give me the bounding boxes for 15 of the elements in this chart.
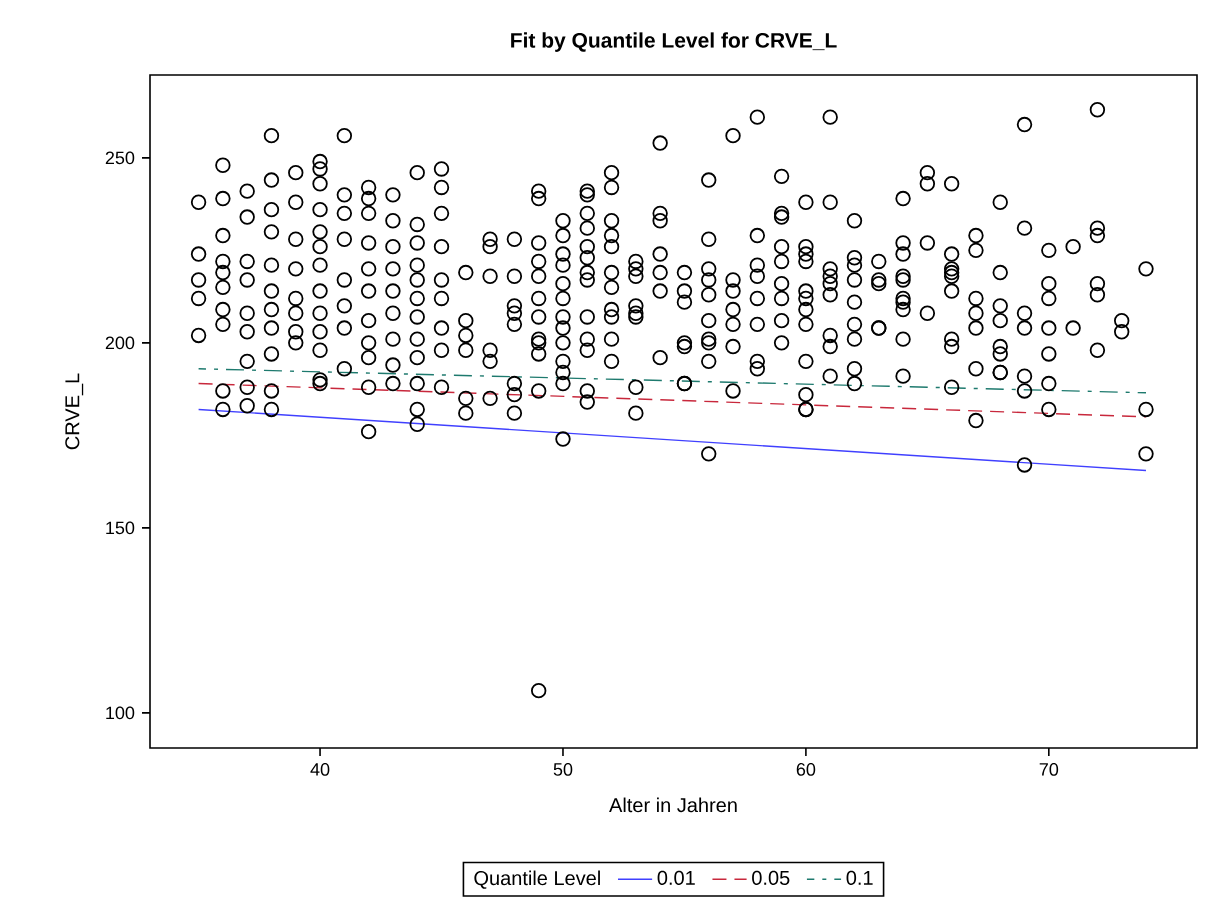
x-tick-label: 60 — [796, 763, 816, 776]
legend-label: 0.01 — [657, 870, 695, 885]
legend-label: 0.05 — [752, 870, 790, 885]
x-axis-title: Alter in Jahren — [609, 797, 737, 813]
x-tick-label: 70 — [1039, 763, 1059, 776]
y-axis-title: CRVE_L — [65, 373, 84, 450]
y-tick-label: 100 — [106, 706, 135, 720]
x-tick-label: 50 — [553, 763, 573, 776]
y-tick-label: 150 — [106, 521, 135, 535]
y-tick-label: 250 — [105, 151, 135, 165]
legend-title: Quantile Level — [474, 870, 600, 889]
legend-label: 0.1 — [846, 870, 873, 885]
x-tick-label: 40 — [310, 763, 330, 776]
chart-title: Fit by Quantile Level for CRVE_L — [511, 32, 837, 52]
y-tick-label: 200 — [105, 336, 135, 350]
